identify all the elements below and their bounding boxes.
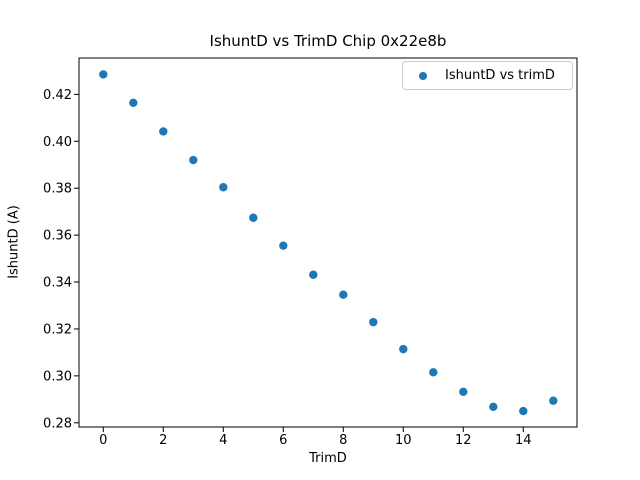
y-tick-label: 0.42 [43, 88, 72, 103]
x-tick-label: 14 [515, 433, 532, 448]
x-tick-label: 8 [339, 433, 347, 448]
axes-frame [78, 57, 578, 428]
x-tick-label: 0 [99, 433, 107, 448]
data-point [159, 127, 168, 136]
data-point [219, 183, 228, 192]
y-tick-label: 0.32 [43, 322, 72, 337]
data-point [429, 368, 438, 377]
data-point [129, 98, 138, 108]
y-tick-label: 0.34 [43, 276, 72, 291]
x-tick-label: 2 [159, 433, 167, 448]
x-tick-label: 4 [219, 433, 227, 448]
y-tick-label: 0.28 [43, 416, 72, 431]
data-point [459, 387, 468, 397]
data-point [549, 396, 558, 405]
data-point [489, 402, 498, 412]
data-point [519, 406, 528, 416]
x-tick-label: 12 [455, 433, 472, 448]
y-tick-label: 0.40 [43, 135, 72, 150]
data-point [339, 290, 348, 299]
x-tick-label: 10 [395, 433, 412, 448]
legend: IshuntD vs trimD [402, 61, 573, 90]
chart-title: IshuntD vs TrimD Chip 0x22e8b [209, 32, 447, 50]
data-point [279, 241, 288, 250]
y-tick-label: 0.36 [43, 229, 72, 244]
y-tick-label: 0.30 [43, 369, 72, 384]
legend-marker-icon [419, 71, 427, 80]
data-point [369, 317, 378, 327]
legend-label: IshuntD vs trimD [445, 68, 555, 83]
x-axis-label: TrimD [309, 451, 347, 466]
x-tick-label: 6 [279, 433, 287, 448]
data-point [309, 270, 318, 279]
y-tick-label: 0.38 [43, 182, 72, 197]
data-point [189, 155, 198, 165]
data-point [99, 70, 108, 79]
data-point [249, 213, 258, 222]
y-axis-label: IshuntD (A) [6, 205, 22, 279]
data-point [399, 344, 408, 354]
